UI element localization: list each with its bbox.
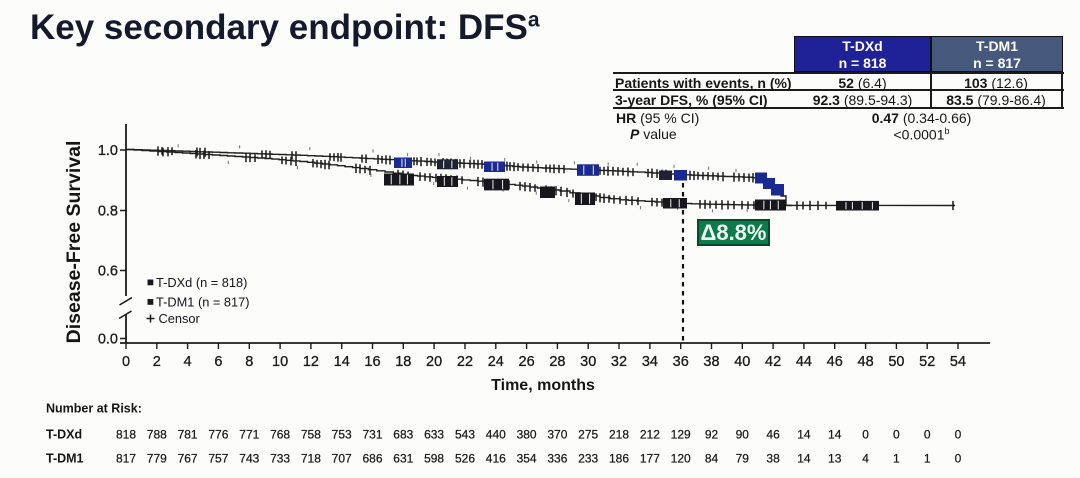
svg-text:2: 2 bbox=[153, 354, 161, 370]
svg-text:18: 18 bbox=[395, 354, 411, 370]
svg-text:788: 788 bbox=[147, 428, 167, 442]
svg-text:4: 4 bbox=[862, 452, 869, 466]
svg-text:733: 733 bbox=[270, 452, 290, 466]
svg-text:440: 440 bbox=[486, 428, 506, 442]
svg-text:8: 8 bbox=[245, 354, 253, 370]
svg-text:16: 16 bbox=[364, 354, 380, 370]
svg-text:52: 52 bbox=[919, 354, 935, 370]
svg-text:0.0: 0.0 bbox=[98, 332, 118, 348]
svg-text:10: 10 bbox=[272, 354, 288, 370]
svg-text:30: 30 bbox=[580, 354, 596, 370]
svg-text:Censor: Censor bbox=[159, 311, 201, 326]
svg-text:48: 48 bbox=[858, 354, 874, 370]
svg-text:36: 36 bbox=[673, 354, 689, 370]
svg-text:0: 0 bbox=[955, 428, 962, 442]
svg-text:370: 370 bbox=[547, 428, 567, 442]
svg-text:354: 354 bbox=[517, 452, 537, 466]
svg-text:14: 14 bbox=[828, 428, 842, 442]
svg-text:336: 336 bbox=[547, 452, 567, 466]
svg-text:T-DM1: T-DM1 bbox=[46, 452, 84, 466]
svg-text:22: 22 bbox=[457, 354, 473, 370]
svg-text:781: 781 bbox=[178, 428, 198, 442]
svg-text:731: 731 bbox=[362, 428, 382, 442]
svg-text:0: 0 bbox=[893, 428, 900, 442]
svg-text:683: 683 bbox=[393, 428, 413, 442]
svg-text:743: 743 bbox=[239, 452, 259, 466]
svg-text:Time, months: Time, months bbox=[491, 377, 595, 394]
svg-text:38: 38 bbox=[703, 354, 719, 370]
svg-text:26: 26 bbox=[519, 354, 535, 370]
svg-text:14: 14 bbox=[334, 354, 350, 370]
svg-text:758: 758 bbox=[301, 428, 321, 442]
svg-text:543: 543 bbox=[455, 428, 475, 442]
svg-text:686: 686 bbox=[362, 452, 382, 466]
svg-text:Disease-Free Survival: Disease-Free Survival bbox=[63, 141, 85, 344]
svg-text:0: 0 bbox=[862, 428, 869, 442]
svg-text:275: 275 bbox=[578, 428, 598, 442]
svg-text:42: 42 bbox=[765, 354, 781, 370]
svg-text:598: 598 bbox=[424, 452, 444, 466]
svg-text:768: 768 bbox=[270, 428, 290, 442]
svg-text:776: 776 bbox=[208, 428, 228, 442]
svg-text:32: 32 bbox=[611, 354, 627, 370]
svg-text:1.0: 1.0 bbox=[98, 143, 118, 159]
svg-text:14: 14 bbox=[797, 452, 811, 466]
svg-text:1: 1 bbox=[893, 452, 900, 466]
svg-text:779: 779 bbox=[147, 452, 167, 466]
svg-text:50: 50 bbox=[888, 354, 904, 370]
svg-text:177: 177 bbox=[640, 452, 660, 466]
svg-text:92: 92 bbox=[705, 428, 719, 442]
svg-text:633: 633 bbox=[424, 428, 444, 442]
svg-text:129: 129 bbox=[671, 428, 691, 442]
svg-text:416: 416 bbox=[486, 452, 506, 466]
svg-text:767: 767 bbox=[178, 452, 198, 466]
svg-text:14: 14 bbox=[797, 428, 811, 442]
svg-text:13: 13 bbox=[828, 452, 842, 466]
svg-text:817: 817 bbox=[116, 452, 136, 466]
svg-text:46: 46 bbox=[766, 428, 780, 442]
svg-text:0.6: 0.6 bbox=[98, 264, 118, 280]
svg-text:54: 54 bbox=[950, 354, 966, 370]
svg-text:90: 90 bbox=[736, 428, 750, 442]
svg-text:218: 218 bbox=[609, 428, 629, 442]
svg-text:T-DXd (n = 818): T-DXd (n = 818) bbox=[156, 275, 247, 290]
svg-text:718: 718 bbox=[301, 452, 321, 466]
svg-text:0: 0 bbox=[955, 452, 962, 466]
svg-text:753: 753 bbox=[332, 428, 352, 442]
svg-text:20: 20 bbox=[426, 354, 442, 370]
svg-text:233: 233 bbox=[578, 452, 598, 466]
svg-text:186: 186 bbox=[609, 452, 629, 466]
svg-text:771: 771 bbox=[239, 428, 259, 442]
svg-text:212: 212 bbox=[640, 428, 660, 442]
svg-text:12: 12 bbox=[303, 354, 319, 370]
svg-text:757: 757 bbox=[208, 452, 228, 466]
svg-text:120: 120 bbox=[671, 452, 691, 466]
svg-text:84: 84 bbox=[705, 452, 719, 466]
svg-text:44: 44 bbox=[796, 354, 812, 370]
svg-text:24: 24 bbox=[488, 354, 504, 370]
svg-text:Number at Risk:: Number at Risk: bbox=[46, 402, 142, 416]
svg-text:380: 380 bbox=[517, 428, 537, 442]
svg-text:818: 818 bbox=[116, 428, 136, 442]
svg-text:1: 1 bbox=[924, 452, 931, 466]
svg-text:38: 38 bbox=[766, 452, 780, 466]
svg-text:526: 526 bbox=[455, 452, 475, 466]
svg-text:46: 46 bbox=[827, 354, 843, 370]
svg-text:79: 79 bbox=[736, 452, 750, 466]
svg-text:6: 6 bbox=[214, 354, 222, 370]
svg-text:T-DXd: T-DXd bbox=[46, 428, 82, 442]
svg-text:T-DM1 (n = 817): T-DM1 (n = 817) bbox=[156, 295, 250, 310]
svg-text:0: 0 bbox=[122, 354, 130, 370]
svg-text:34: 34 bbox=[642, 354, 658, 370]
svg-text:707: 707 bbox=[332, 452, 352, 466]
svg-text:0: 0 bbox=[924, 428, 931, 442]
svg-text:4: 4 bbox=[184, 354, 192, 370]
svg-text:631: 631 bbox=[393, 452, 413, 466]
svg-text:40: 40 bbox=[734, 354, 750, 370]
svg-text:0.8: 0.8 bbox=[98, 204, 118, 220]
svg-text:28: 28 bbox=[549, 354, 565, 370]
